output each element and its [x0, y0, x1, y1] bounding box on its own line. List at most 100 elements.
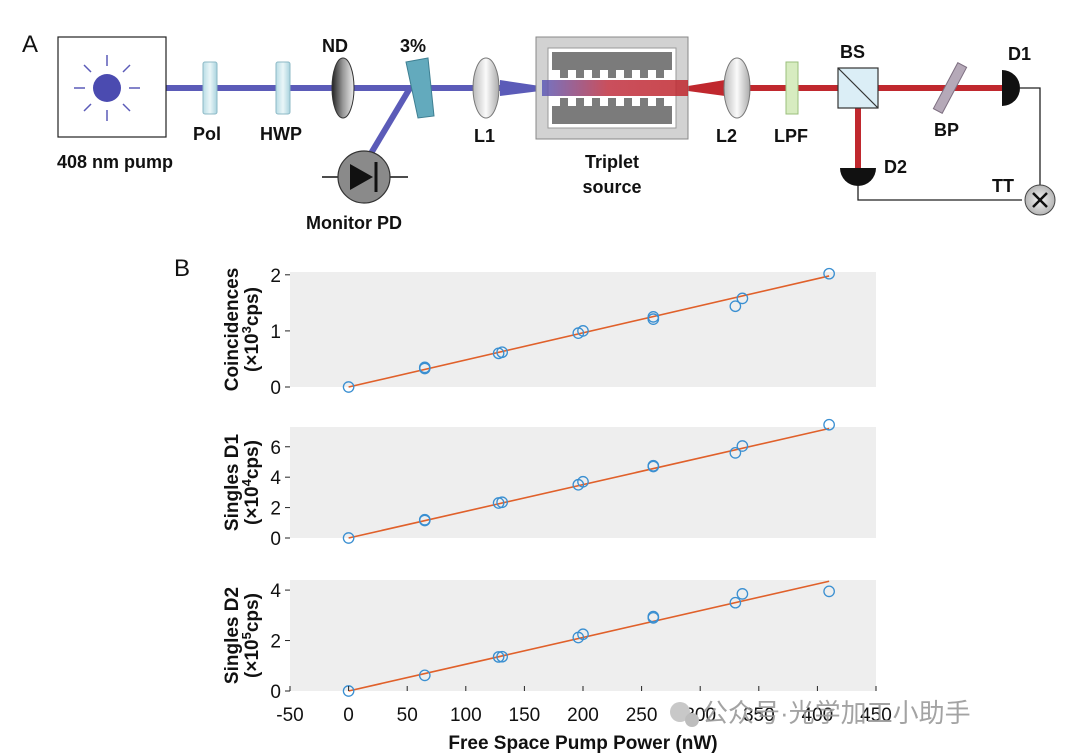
singles-d1-point-10	[736, 440, 749, 452]
d2-label: D2	[884, 157, 907, 177]
singles-d1-ytick-label-1: 2	[270, 499, 281, 520]
monitor-label: Monitor PD	[306, 213, 402, 233]
time-tagger-cross-icon	[1032, 192, 1048, 208]
chip-waveguide-beam	[542, 80, 688, 96]
singles-d2-point-10	[823, 585, 835, 598]
coincidences-point-11	[823, 267, 835, 280]
singles-d1-point-11	[823, 418, 835, 431]
hwp-label: HWP	[260, 124, 302, 144]
d1-label: D1	[1008, 44, 1031, 64]
singles-d1-point-4	[496, 496, 508, 509]
singles-d1-ylabel-line1: Singles D1	[222, 434, 243, 532]
coincidences-fit-line	[348, 275, 830, 388]
coincidences-point-2	[418, 361, 431, 374]
singles-d2-ytick-label-1: 2	[270, 632, 281, 653]
lpf-element	[785, 61, 799, 115]
singles-d2-point-1	[418, 669, 431, 682]
panel-b-label: B	[174, 255, 190, 282]
singles-d1-ytick-label-0: 0	[270, 529, 281, 550]
watermark: 公众号·光学加工小助手	[670, 698, 971, 728]
output-beam-cone	[688, 80, 725, 96]
singles-d2-xlabel: Free Space Pump Power (nW)	[448, 733, 717, 754]
singles-d1-point-6	[577, 475, 589, 488]
bp-element	[932, 62, 968, 114]
bp-label: BP	[934, 120, 959, 140]
singles-d1-chart: 0 2 4 6 Singles D1 (×104cps)	[222, 418, 876, 550]
singles-d1-point-2	[418, 513, 431, 526]
singles-d2-point-2	[492, 651, 505, 663]
pump-sun-icon	[74, 55, 140, 121]
singles-d2-ytick-label-2: 4	[270, 581, 281, 602]
singles-d2-xtick-label-3: 100	[450, 705, 482, 726]
polarizer-element	[202, 61, 218, 115]
coincidences-ytick-label-1: 1	[270, 322, 281, 343]
coincidences-point-10	[736, 292, 749, 305]
singles-d2-point-3	[496, 650, 508, 663]
detector-d1-icon	[1002, 70, 1020, 106]
coincidences-point-8	[647, 311, 660, 323]
singles-d2-xtick-label-1: 0	[343, 705, 354, 726]
singles-d2-xtick-label-4: 150	[509, 705, 541, 726]
singles-d2-ytick-label-0: 0	[270, 682, 281, 703]
singles-d2-xtick-label-10: 450	[860, 705, 892, 726]
coincidences-point-4	[496, 346, 508, 359]
pol-label: Pol	[193, 124, 221, 144]
singles-d1-point-8	[647, 459, 660, 472]
singles-d2-point-9	[736, 588, 749, 600]
bs-label: BS	[840, 42, 865, 62]
singles-d1-ytick-label-3: 6	[270, 438, 281, 459]
singles-d2-point-8	[729, 596, 742, 609]
coincidences-point-6	[577, 325, 589, 337]
singles-d2-xtick-label-9: 400	[802, 705, 834, 726]
singles-d2-point-5	[577, 628, 589, 641]
beam-splitter-cube	[837, 67, 879, 109]
singles-d2-xtick-label-8: 350	[743, 705, 775, 726]
singles-d2-xtick-label-5: 200	[567, 705, 599, 726]
monitor-beam	[364, 86, 413, 162]
lens-l2	[723, 57, 751, 119]
splitter-label: 3%	[400, 36, 426, 56]
singles-d1-point-0	[342, 532, 355, 544]
l2-label: L2	[716, 126, 737, 146]
monitor-diode-triangle	[350, 164, 373, 190]
coincidences-plot-area	[290, 272, 876, 387]
singles-d1-point-9	[729, 446, 742, 459]
singles-d2-point-7	[647, 610, 660, 623]
coincidences-ytick-label-0: 0	[270, 378, 281, 399]
singles-d2-point-0	[342, 685, 355, 697]
l1-label: L1	[474, 126, 495, 146]
singles-d2-ylabel-line1: Singles D2	[222, 587, 243, 684]
watermark-text: 公众号·光学加工小助手	[702, 698, 971, 728]
pump-emitter	[93, 74, 121, 102]
tt-label: TT	[992, 176, 1014, 196]
nd-filter-element	[331, 57, 355, 119]
coincidences-ylabel-line1: Coincidences	[222, 268, 243, 392]
half-waveplate-element	[275, 61, 291, 115]
wechat-icon	[670, 702, 690, 722]
singles-d2-ylabel-line2: (×105cps)	[239, 593, 263, 678]
focused-pump-beam	[500, 80, 540, 96]
nd-label: ND	[322, 36, 348, 56]
coincidences-point-0	[342, 381, 355, 393]
coincidences-point-9	[729, 300, 742, 313]
splitter-element	[405, 57, 435, 119]
singles-d2-xtick-label-6: 250	[626, 705, 658, 726]
d1-cable	[1020, 87, 1041, 186]
d2-cable	[857, 186, 1022, 201]
detector-d2-icon	[840, 168, 876, 186]
singles-d2-xtick-label-2: 50	[397, 705, 418, 726]
panel-a-label: A	[22, 31, 38, 58]
lpf-label: LPF	[774, 126, 808, 146]
singles-d1-ytick-label-2: 4	[270, 468, 281, 489]
coincidences-ylabel-line2: (×103cps)	[239, 287, 263, 372]
wechat-icon-bubble	[685, 713, 699, 727]
source-label-line2: source	[582, 177, 641, 197]
singles-d1-ylabel-line2: (×104cps)	[239, 440, 263, 525]
coincidences-ytick-label-2: 2	[270, 266, 281, 287]
source-label-line1: Triplet	[585, 152, 639, 172]
singles-d1-fit-line	[348, 427, 830, 539]
lens-l1	[472, 57, 500, 119]
pump-label: 408 nm pump	[57, 152, 173, 172]
